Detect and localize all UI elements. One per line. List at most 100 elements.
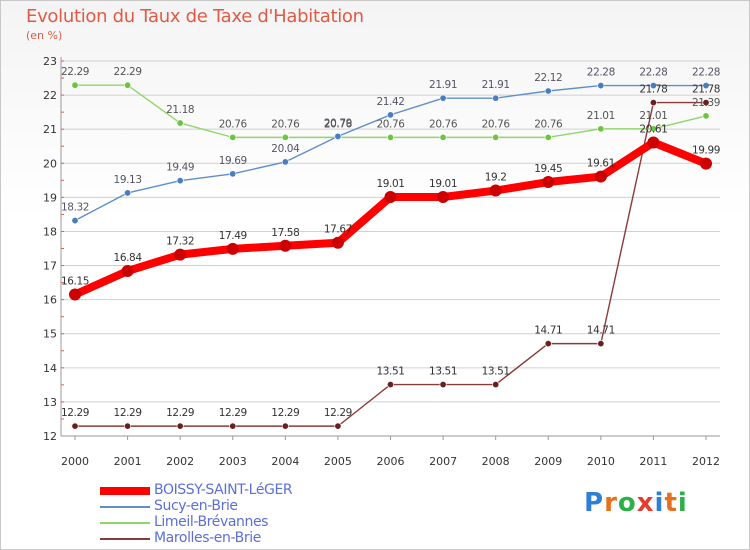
data-point [334, 422, 342, 430]
data-label: 20.76 [271, 118, 300, 130]
data-point [229, 133, 237, 141]
data-point [439, 381, 447, 389]
data-point [439, 133, 447, 141]
data-point [597, 340, 605, 348]
axes [60, 57, 720, 440]
series-markers [69, 81, 712, 430]
data-point [542, 176, 555, 189]
data-point [597, 125, 605, 133]
data-label: 16.84 [114, 252, 143, 264]
data-point [334, 132, 342, 140]
y-tick-label: 18 [43, 225, 57, 238]
data-label: 12.29 [219, 407, 247, 419]
data-point [71, 217, 79, 225]
data-label: 19.69 [219, 155, 247, 167]
data-point [281, 422, 289, 430]
data-label: 19.01 [376, 178, 404, 190]
y-tick-label: 20 [43, 157, 57, 170]
data-label: 21.91 [482, 79, 510, 91]
data-point [492, 133, 500, 141]
data-label: 21.01 [587, 110, 615, 122]
y-tick-label: 15 [43, 328, 57, 341]
data-point [229, 170, 237, 178]
data-point [544, 133, 552, 141]
data-label: 19.99 [692, 145, 720, 157]
data-point [281, 133, 289, 141]
data-label: 12.29 [166, 407, 194, 419]
data-label: 20.76 [324, 118, 353, 130]
data-label: 20.76 [482, 118, 511, 130]
y-tick-label: 14 [43, 362, 57, 375]
data-point [124, 422, 132, 430]
data-point [176, 177, 184, 185]
data-point [176, 422, 184, 430]
data-label: 20.76 [376, 118, 405, 130]
data-point [700, 157, 712, 170]
y-tick-label: 16 [43, 294, 57, 307]
data-point [492, 94, 500, 102]
legend-label: Marolles-en-Brie [154, 530, 261, 546]
data-label: 12.29 [271, 407, 299, 419]
x-tick-label: 2010 [587, 455, 615, 468]
data-label: 21.78 [639, 84, 667, 96]
data-label: 20.79 [324, 117, 352, 129]
data-label: 21.42 [376, 96, 404, 108]
data-point [121, 265, 134, 277]
data-label: 19.45 [534, 163, 562, 175]
data-label: 12.29 [324, 407, 352, 419]
data-point [702, 99, 710, 107]
data-label: 22.28 [639, 67, 667, 79]
data-label: 22.12 [534, 72, 562, 84]
data-point [71, 422, 79, 430]
y-axis-ticks: 12 13 14 15 16 17 18 19 20 21 22 23 [43, 55, 57, 443]
x-tick-label: 2007 [429, 455, 457, 468]
data-label: 17.58 [271, 227, 299, 239]
y-tick-label: 19 [43, 191, 57, 204]
data-point [489, 184, 502, 197]
data-point [649, 99, 657, 107]
data-label: 22.29 [114, 66, 142, 78]
data-label: 19.49 [166, 162, 194, 174]
data-point [492, 381, 500, 389]
data-label: 19.2 [485, 172, 507, 184]
legend-swatch [100, 487, 150, 495]
data-label: 14.71 [587, 325, 615, 337]
data-label: 20.04 [271, 143, 300, 155]
y-tick-label: 13 [43, 396, 57, 409]
data-point [124, 81, 132, 89]
data-label: 18.32 [61, 202, 89, 214]
data-label: 22.29 [61, 66, 89, 78]
legend-swatch [100, 522, 150, 524]
legend-label: BOISSY-SAINT-LéGER [154, 482, 293, 498]
legend-swatch [100, 538, 150, 540]
legend-label: Sucy-en-Brie [154, 498, 238, 514]
y-tick-label: 17 [43, 260, 57, 273]
data-label: 19.01 [429, 178, 457, 190]
data-point [124, 189, 132, 197]
data-label: 13.51 [429, 366, 457, 378]
x-tick-label: 2006 [377, 455, 405, 468]
y-tick-label: 23 [43, 55, 57, 68]
data-point [702, 112, 710, 120]
data-point [649, 125, 657, 133]
data-label: 12.29 [114, 407, 142, 419]
data-label: 21.01 [639, 110, 667, 122]
data-label: 20.76 [429, 118, 458, 130]
data-label: 17.67 [324, 224, 352, 236]
data-label: 13.51 [376, 366, 404, 378]
x-tick-label: 2002 [166, 455, 194, 468]
x-tick-label: 2012 [692, 455, 720, 468]
data-point [437, 191, 450, 204]
x-tick-label: 2000 [61, 455, 89, 468]
data-point [702, 82, 710, 90]
data-point [647, 136, 660, 149]
x-tick-label: 2004 [271, 455, 299, 468]
data-point [229, 422, 237, 430]
x-axis-ticks: 2000 2001 2002 2003 2004 2005 2006 2007 2008 2009… [61, 455, 720, 468]
y-tick-label: 22 [43, 89, 57, 102]
x-tick-label: 2001 [114, 455, 142, 468]
series-line [74, 101, 707, 427]
x-tick-label: 2005 [324, 455, 352, 468]
data-label: 19.61 [587, 158, 615, 170]
